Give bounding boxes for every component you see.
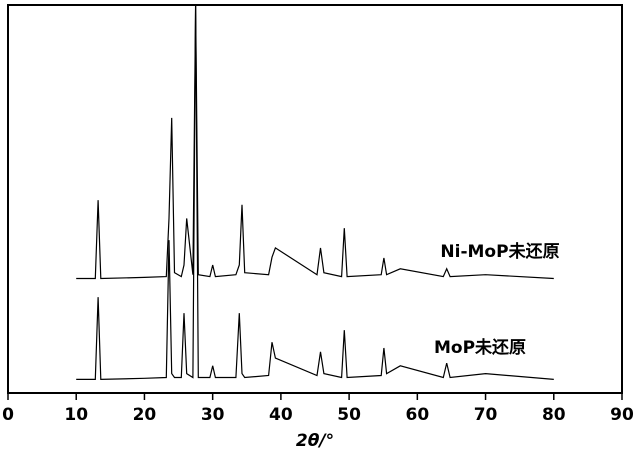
x-tick-label: 90	[610, 405, 634, 425]
x-tick-label: 50	[337, 405, 361, 425]
x-tick-label: 60	[405, 405, 429, 425]
x-tick-label: 10	[64, 405, 88, 425]
series-label: MoP未还原	[434, 337, 526, 358]
x-tick-label: 40	[269, 405, 293, 425]
xrd-trace	[76, 4, 554, 381]
x-tick-label: 20	[133, 405, 157, 425]
xrd-trace	[76, 4, 554, 280]
x-tick-label: 0	[2, 405, 14, 425]
x-tick-label: 30	[201, 405, 225, 425]
plot-frame	[7, 4, 623, 394]
series-label: Ni-MoP未还原	[440, 241, 559, 262]
x-axis-label: 2θ/°	[296, 431, 334, 451]
x-tick-label: 80	[542, 405, 566, 425]
x-tick-label: 70	[474, 405, 498, 425]
